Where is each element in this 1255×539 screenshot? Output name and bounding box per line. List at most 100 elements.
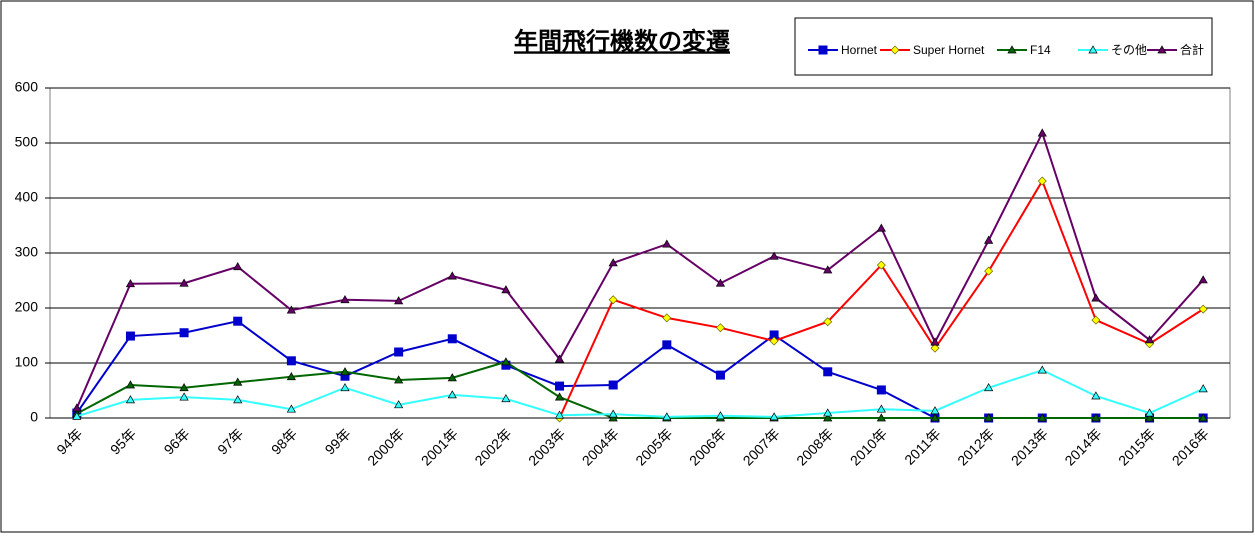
- legend-label: Hornet: [841, 43, 878, 57]
- marker: [1198, 275, 1208, 284]
- marker: [125, 380, 136, 389]
- marker: [930, 413, 940, 422]
- legend-marker: [890, 45, 900, 55]
- marker: [608, 295, 618, 305]
- marker: [447, 334, 457, 344]
- marker: [447, 373, 457, 382]
- marker: [984, 266, 994, 276]
- marker: [125, 279, 136, 288]
- marker: [555, 381, 565, 391]
- marker: [1198, 413, 1208, 422]
- marker: [125, 331, 135, 341]
- legend-marker: [818, 45, 828, 55]
- marker: [72, 403, 82, 412]
- y-tick-label: 200: [15, 299, 39, 315]
- marker: [501, 357, 511, 366]
- series-line: [76, 369, 1204, 418]
- marker: [340, 383, 350, 392]
- chart-title: 年間飛行機数の変遷: [514, 27, 730, 55]
- marker: [715, 411, 726, 420]
- y-tick-label: 300: [15, 244, 39, 260]
- marker: [125, 395, 136, 404]
- marker: [447, 390, 457, 399]
- marker: [876, 385, 886, 395]
- marker: [1198, 384, 1208, 393]
- marker: [1144, 408, 1155, 417]
- marker: [286, 372, 296, 381]
- marker: [662, 412, 672, 421]
- legend-marker: [1007, 45, 1017, 54]
- marker: [662, 239, 672, 248]
- marker: [769, 251, 779, 260]
- legend-label: F14: [1030, 43, 1051, 57]
- marker: [179, 328, 189, 338]
- marker: [394, 347, 404, 357]
- marker: [769, 412, 779, 421]
- marker: [447, 271, 457, 280]
- legend-label: 合計: [1180, 42, 1204, 57]
- marker: [876, 260, 886, 270]
- marker: [340, 367, 350, 376]
- marker: [715, 370, 725, 380]
- marker: [1091, 315, 1101, 325]
- marker: [394, 296, 404, 305]
- marker: [233, 262, 243, 271]
- marker: [233, 316, 243, 326]
- marker: [823, 317, 833, 327]
- marker: [1037, 176, 1047, 186]
- marker: [233, 377, 243, 386]
- marker: [340, 295, 350, 304]
- marker: [769, 336, 779, 346]
- marker: [554, 410, 565, 419]
- marker: [662, 313, 672, 323]
- marker: [501, 285, 511, 294]
- marker: [823, 408, 833, 417]
- marker: [1037, 128, 1047, 137]
- marker: [930, 343, 940, 353]
- marker: [394, 400, 404, 409]
- marker: [662, 340, 672, 350]
- y-tick-label: 0: [30, 409, 38, 425]
- marker: [1037, 413, 1047, 422]
- marker: [715, 278, 726, 287]
- y-tick-label: 400: [15, 189, 39, 205]
- marker: [286, 356, 296, 366]
- series-line: [76, 360, 1204, 419]
- legend-label: その他: [1111, 43, 1147, 57]
- marker: [930, 406, 940, 415]
- marker: [823, 367, 833, 377]
- marker: [1091, 413, 1101, 422]
- marker: [876, 413, 886, 422]
- legend-label: Super Hornet: [913, 43, 985, 57]
- marker: [715, 323, 725, 333]
- marker: [179, 383, 189, 392]
- marker: [608, 380, 618, 390]
- marker: [608, 409, 618, 418]
- marker: [1091, 293, 1101, 302]
- marker: [501, 394, 511, 403]
- marker: [930, 337, 940, 346]
- marker: [179, 392, 189, 401]
- y-tick-label: 500: [15, 134, 39, 150]
- marker: [179, 278, 189, 287]
- marker: [1144, 413, 1155, 422]
- marker: [823, 265, 833, 274]
- marker: [1091, 391, 1101, 400]
- marker: [554, 392, 565, 401]
- marker: [984, 235, 994, 244]
- marker: [72, 411, 82, 420]
- marker: [984, 413, 994, 422]
- marker: [608, 258, 618, 267]
- legend-box: [794, 17, 1213, 76]
- marker: [984, 383, 994, 392]
- y-tick-label: 100: [15, 354, 39, 370]
- series-line: [75, 130, 1204, 409]
- marker: [876, 404, 886, 413]
- marker: [394, 375, 404, 384]
- marker: [1198, 304, 1208, 314]
- marker: [876, 223, 886, 232]
- marker: [286, 305, 296, 314]
- legend-marker: [1157, 45, 1167, 54]
- marker: [286, 404, 296, 413]
